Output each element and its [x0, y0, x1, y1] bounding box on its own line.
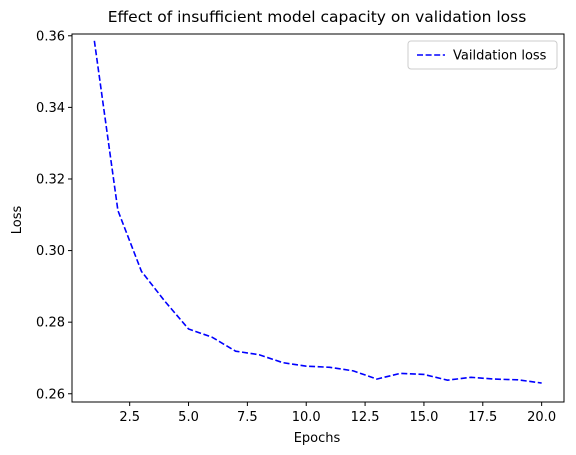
legend: Vaildation loss: [407, 40, 558, 70]
x-tick-label: 15.0: [409, 410, 438, 425]
plot-frame: [71, 33, 565, 403]
y-tick-label: 0.28: [36, 316, 65, 331]
x-tick-label: 5.0: [178, 410, 199, 425]
x-tick-label: 10.0: [292, 410, 321, 425]
y-tick-label: 0.26: [36, 387, 65, 402]
series-line: [93, 40, 542, 384]
y-tick-label: 0.34: [36, 101, 65, 116]
plot-area: 2.5 5.0 7.5 10.0 12.5 15.0 17.5 20.0 0.26 0.28 0.3…: [36, 29, 565, 425]
y-tick-label: 0.36: [36, 29, 65, 44]
legend-box: [407, 40, 558, 70]
legend-label: Vaildation loss: [453, 49, 547, 64]
chart-title: Effect of insufficient model capacity on…: [108, 8, 527, 26]
x-axis-label: Epochs: [294, 431, 341, 446]
y-tick-label: 0.30: [36, 244, 65, 259]
x-tick-label: 7.5: [237, 410, 258, 425]
x-tick-label: 2.5: [119, 410, 140, 425]
y-axis-label: Loss: [10, 206, 25, 235]
x-tick-label: 12.5: [351, 410, 380, 425]
x-tick-label: 20.0: [527, 410, 556, 425]
x-tick-label: 17.5: [468, 410, 497, 425]
y-tick-label: 0.32: [36, 172, 65, 187]
